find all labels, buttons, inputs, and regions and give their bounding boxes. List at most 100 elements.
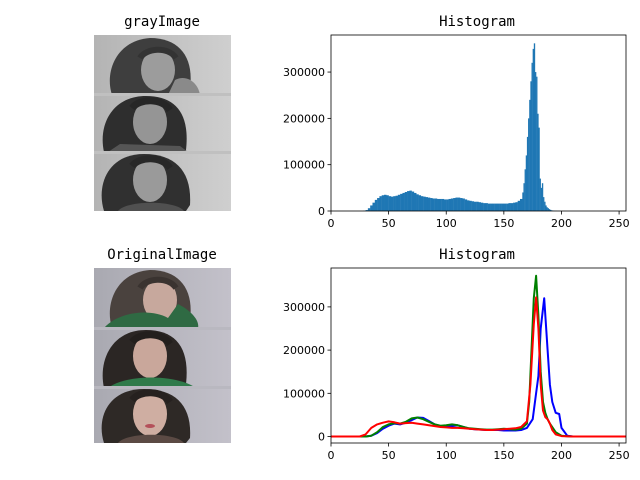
color-hist-x-tick-label: 200 [551,449,572,462]
histogram-bar [545,205,547,211]
histogram-bar [379,196,382,211]
histogram-bar [478,202,482,211]
histogram-bar [377,198,380,211]
histogram-bar [522,192,524,211]
histogram-bar [543,197,545,211]
histogram-bar [533,43,536,211]
histogram-bar [457,197,461,211]
gray-hist-y-tick-label: 100000 [283,159,325,172]
histogram-bar [532,48,535,211]
histogram-bar [374,199,378,211]
color-hist-y-tick-label: 0 [318,431,325,444]
histogram-bar [517,200,521,211]
color-hist-x-tick-label: 0 [328,449,335,462]
histogram-bar [531,62,533,211]
color-hist-x-tick-label: 100 [436,449,457,462]
histogram-bar [525,155,528,211]
histogram-bar [547,208,549,211]
histogram-lines [331,274,626,438]
color-hist-frame [330,267,627,444]
histogram-bar [492,203,495,211]
histogram-bar [441,198,445,211]
histogram-bar [496,203,500,211]
histogram-bar [464,199,468,211]
histogram-bar [450,198,454,211]
histogram-series-line-0 [331,297,626,438]
gray-hist-x-tick-label: 50 [382,217,396,230]
gray-hist-x-tick-label: 0 [328,217,335,230]
histogram-bar [537,113,539,211]
gray-image [94,35,231,211]
histogram-bar [524,169,526,211]
histogram-bar [365,210,369,211]
gray-image-title: grayImage [124,14,200,30]
gray-hist-y-tick-label: 0 [318,205,325,218]
histogram-bar [534,72,537,211]
histogram-bar [519,198,523,211]
histogram-bar [432,198,435,211]
color-portrait-strip-2 [94,327,231,388]
histogram-bar [443,199,447,211]
histogram-bar [469,200,472,211]
histogram-bar [529,99,531,211]
histogram-bar [420,196,424,211]
histogram-bar [523,183,525,211]
histogram-bar [423,196,426,211]
histogram-bar [510,203,514,211]
histogram-bar [494,203,498,211]
histogram-bar [372,202,375,211]
gray-hist-x-tick-label: 100 [436,217,457,230]
histogram-bar [485,203,488,211]
histogram-bar [413,192,417,211]
gray-portrait-strip-3 [94,151,231,211]
histogram-series-line-2 [331,296,626,438]
histogram-bar [528,118,530,211]
histogram-bar [434,198,438,211]
histogram-bar [367,208,371,211]
histogram-bar [390,196,394,211]
color-hist-y-tick-label: 100000 [283,387,325,400]
color-histogram-title: Histogram [439,247,515,263]
histogram-bar [540,187,543,211]
histogram-bar [476,201,479,211]
histogram-bar [501,203,505,211]
gray-hist-frame [330,34,627,212]
histogram-bar [513,202,516,211]
histogram-series-line-1 [331,274,626,438]
color-hist-x-tick-label: 150 [493,449,514,462]
histogram-bar [381,195,385,211]
histogram-bar [549,209,552,211]
histogram-bar [530,81,532,211]
histogram-bar [439,198,442,211]
histogram-bar [416,194,419,211]
histogram-bar [427,197,431,211]
histogram-bar [437,198,440,211]
histogram-bar [430,198,433,211]
histogram-bar [370,205,373,211]
gray-hist-x-tick-label: 150 [493,217,514,230]
gray-histogram-title: Histogram [439,14,515,30]
histogram-bar [508,203,511,211]
histogram-bar [446,199,449,211]
histogram-bar [455,197,458,211]
histogram-bar [384,194,387,211]
histogram-bar [448,198,452,211]
histogram-bar [462,198,465,211]
histogram-bar [483,203,486,211]
histogram-bar [471,201,475,211]
histogram-bar [407,191,410,211]
histogram-bar [506,203,509,211]
histogram-bar [466,200,470,211]
original-image-title: OriginalImage [107,247,217,263]
color-hist-y-tick-label: 200000 [283,344,325,357]
color-portrait-strip-1 [104,270,199,328]
histogram-bar [402,192,405,211]
gray-portrait-strip-2 [94,93,231,152]
color-portrait-strip-3 [94,386,231,443]
histogram-bar [404,192,408,211]
color-hist-y-tick-label: 300000 [283,301,325,314]
histogram-bar [418,195,422,211]
gray-histogram-plot: 0 50 100 150 200 250 0 100000 200000 300000 [283,34,630,230]
histogram-bar [539,178,541,211]
histogram-bar [453,198,456,211]
